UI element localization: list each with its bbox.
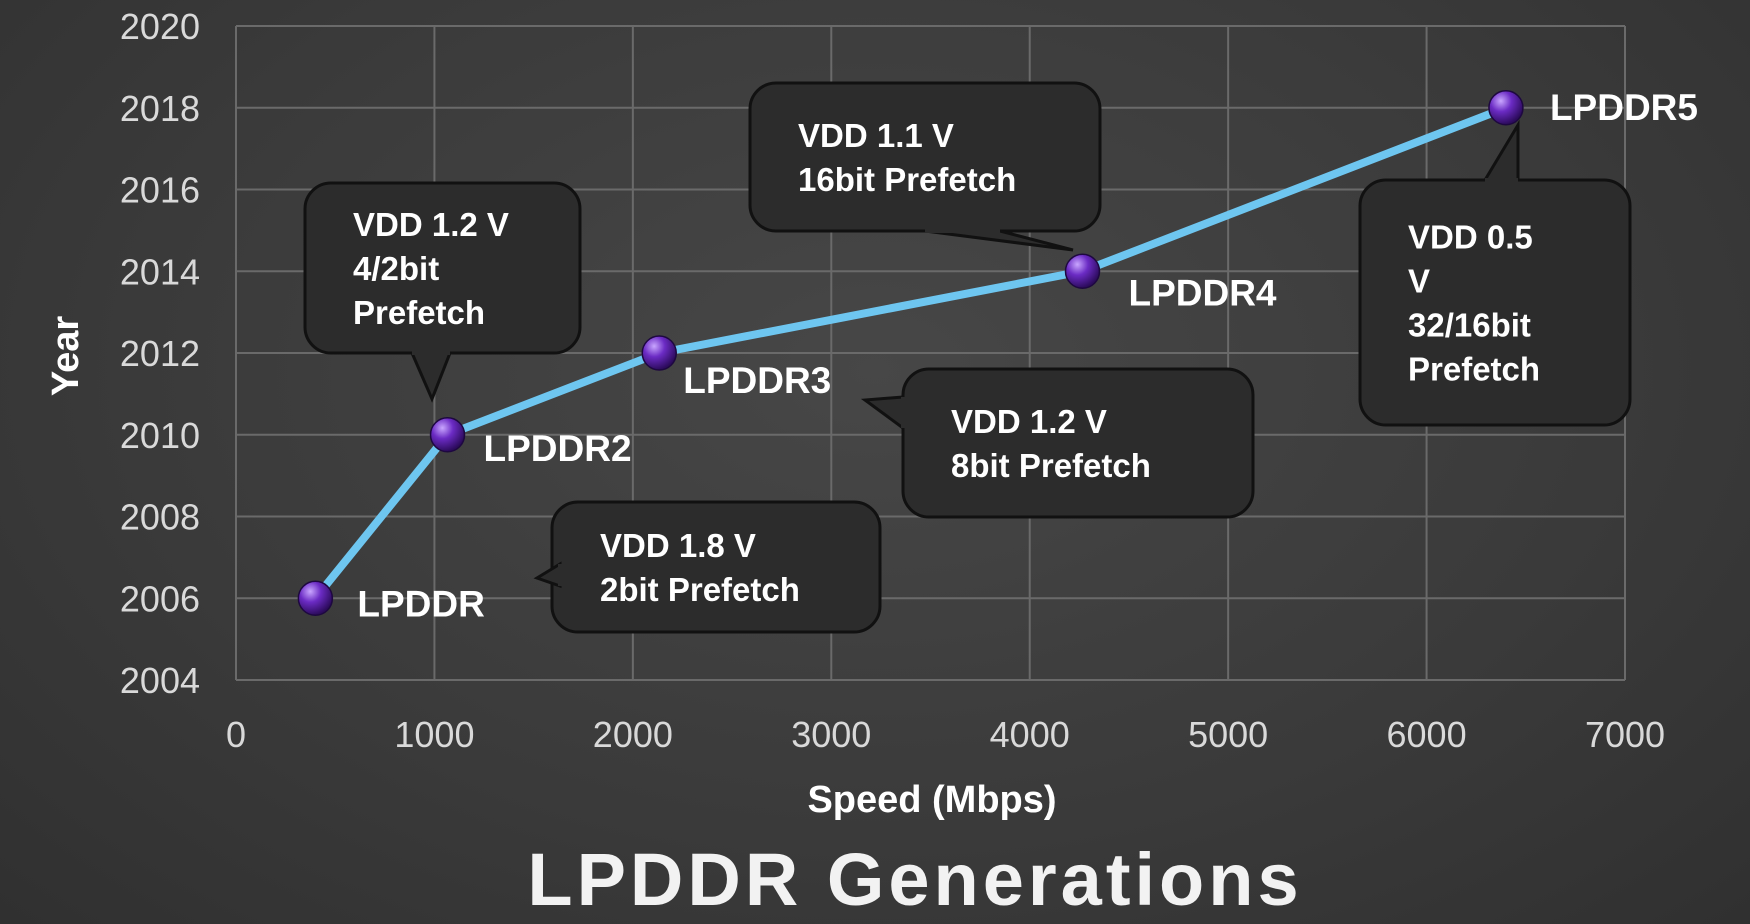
callout-tail <box>924 229 1074 252</box>
y-tick-label-1: 2006 <box>120 578 200 619</box>
x-tick-label-1: 1000 <box>394 714 474 755</box>
callout-text-line: V <box>1408 263 1430 300</box>
callout-tail <box>1482 119 1520 182</box>
callout-text-line: VDD 1.2 V <box>951 403 1107 440</box>
callout-box <box>550 500 882 634</box>
y-tick-label-2: 2008 <box>120 497 200 538</box>
point-labels: LPDDR LPDDR2 LPDDR3 LPDDR4 LPDDR5 <box>357 87 1698 625</box>
point-label-lpddr5: LPDDR5 <box>1550 87 1698 128</box>
y-tick-label-4: 2012 <box>120 333 200 374</box>
callout-box <box>748 81 1102 233</box>
callout-text-line: 32/16bit <box>1408 307 1531 344</box>
callout-lpddr5: VDD 0.5 V 32/16bit Prefetch <box>1358 119 1632 427</box>
callouts: VDD 1.8 V 2bit Prefetch VDD 1.2 V 4/2bit Pre… <box>303 81 1632 634</box>
callout-tail <box>860 395 905 431</box>
point-label-lpddr4: LPDDR4 <box>1128 272 1276 313</box>
callout-tail <box>409 351 453 403</box>
point-label-lpddr2: LPDDR2 <box>484 428 632 469</box>
point-marker-lpddr2 <box>429 417 466 453</box>
callout-box <box>1358 178 1632 427</box>
y-tick-label-0: 2004 <box>120 660 200 701</box>
point-label-lpddr: LPDDR <box>357 583 484 624</box>
point-marker-lpddr <box>297 580 334 616</box>
callout-lpddr2: VDD 1.2 V 4/2bit Prefetch <box>303 181 582 403</box>
callout-text-line: 16bit Prefetch <box>798 161 1016 198</box>
point-marker-lpddr5 <box>1488 90 1524 126</box>
x-tick-labels: 0 1000 2000 3000 4000 5000 6000 7000 <box>226 714 1665 755</box>
point-label-lpddr3: LPDDR3 <box>683 360 831 401</box>
y-tick-label-5: 2014 <box>120 251 200 292</box>
y-tick-label-7: 2018 <box>120 88 200 129</box>
x-tick-label-4: 4000 <box>990 714 1070 755</box>
x-tick-label-0: 0 <box>226 714 246 755</box>
x-tick-label-2: 2000 <box>593 714 673 755</box>
markers <box>297 90 1524 616</box>
callout-lpddr3: VDD 1.2 V 8bit Prefetch <box>860 367 1255 519</box>
x-axis-title: Speed (Mbps) <box>807 779 1056 821</box>
y-tick-label-6: 2016 <box>120 170 200 211</box>
callout-box <box>901 367 1255 519</box>
callout-text-line: 4/2bit <box>353 250 439 287</box>
callout-text-line: Prefetch <box>353 294 485 331</box>
y-tick-labels: 2004 2006 2008 2010 2012 2014 2016 2018 2020 <box>120 6 200 701</box>
callout-tail <box>533 561 562 589</box>
y-tick-label-8: 2020 <box>120 6 200 47</box>
x-tick-label-7: 7000 <box>1585 714 1665 755</box>
callout-text-line: 8bit Prefetch <box>951 447 1151 484</box>
callout-text-line: 2bit Prefetch <box>600 571 800 608</box>
callout-lpddr4: VDD 1.1 V 16bit Prefetch <box>748 81 1102 252</box>
y-axis-title: Year <box>45 316 87 397</box>
x-tick-label-6: 6000 <box>1387 714 1467 755</box>
chart-title: LPDDR Generations <box>527 838 1302 921</box>
callout-text-line: VDD 1.8 V <box>600 527 756 564</box>
callout-text-line: VDD 0.5 <box>1408 219 1533 256</box>
callout-text-line: Prefetch <box>1408 351 1540 388</box>
x-tick-label-5: 5000 <box>1188 714 1268 755</box>
y-tick-label-3: 2010 <box>120 415 200 456</box>
callout-text-line: VDD 1.1 V <box>798 117 954 154</box>
point-marker-lpddr4 <box>1064 253 1101 289</box>
x-tick-label-3: 3000 <box>791 714 871 755</box>
callout-text-line: VDD 1.2 V <box>353 206 509 243</box>
point-marker-lpddr3 <box>641 335 677 371</box>
callout-lpddr: VDD 1.8 V 2bit Prefetch <box>533 500 882 634</box>
